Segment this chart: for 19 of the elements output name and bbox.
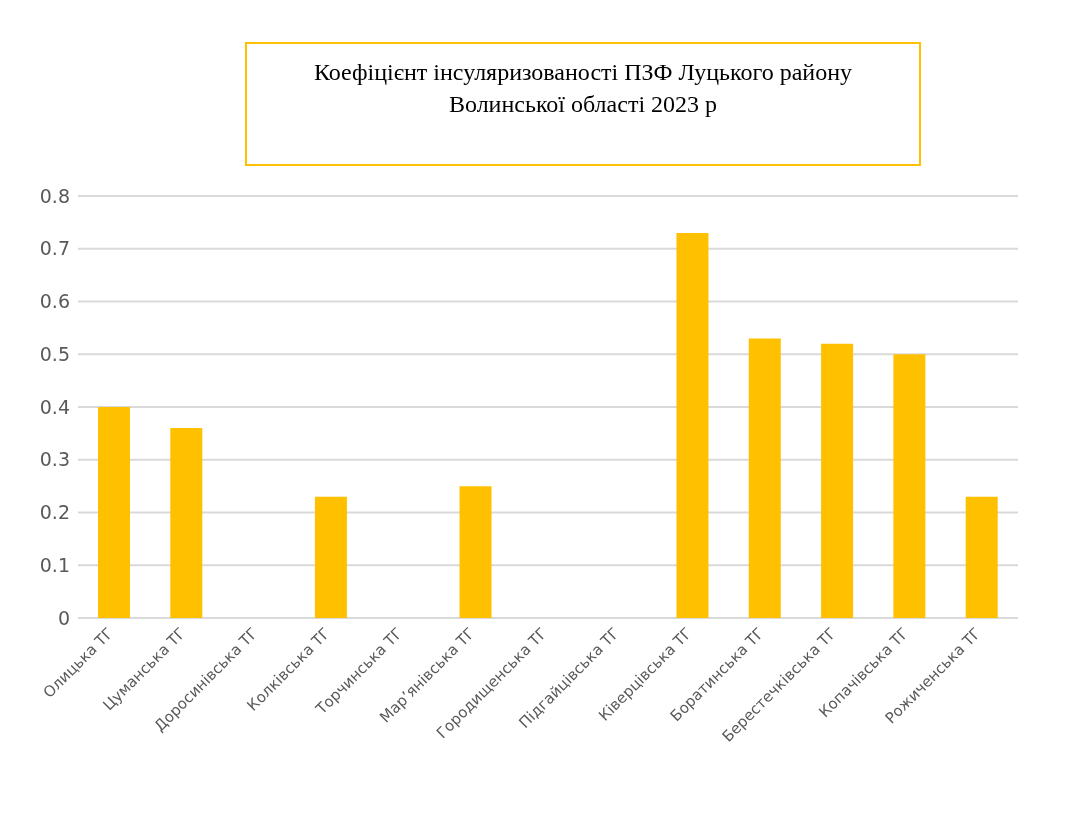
bar [314, 496, 347, 618]
y-tick-label: 0.1 [39, 553, 70, 576]
bar [965, 496, 998, 618]
y-tick-label: 0.6 [39, 290, 70, 313]
y-tick-label: 0.5 [39, 342, 70, 365]
y-tick-label: 0.2 [39, 501, 70, 524]
y-tick-label: 0 [57, 606, 70, 629]
bar [893, 354, 926, 618]
bar [459, 486, 492, 618]
bar [98, 407, 130, 618]
y-tick-label: 0.4 [39, 395, 70, 418]
bar [676, 232, 709, 618]
bar [748, 338, 781, 618]
chart-title: Коефіцієнт інсуляризованості ПЗФ Луцького району Волинської області 2023 р [312, 58, 854, 119]
bar [170, 428, 203, 618]
y-tick-label: 0.3 [39, 448, 70, 471]
bar [821, 343, 854, 618]
y-tick-label: 0.7 [39, 237, 70, 260]
y-tick-label: 0.8 [39, 184, 70, 207]
